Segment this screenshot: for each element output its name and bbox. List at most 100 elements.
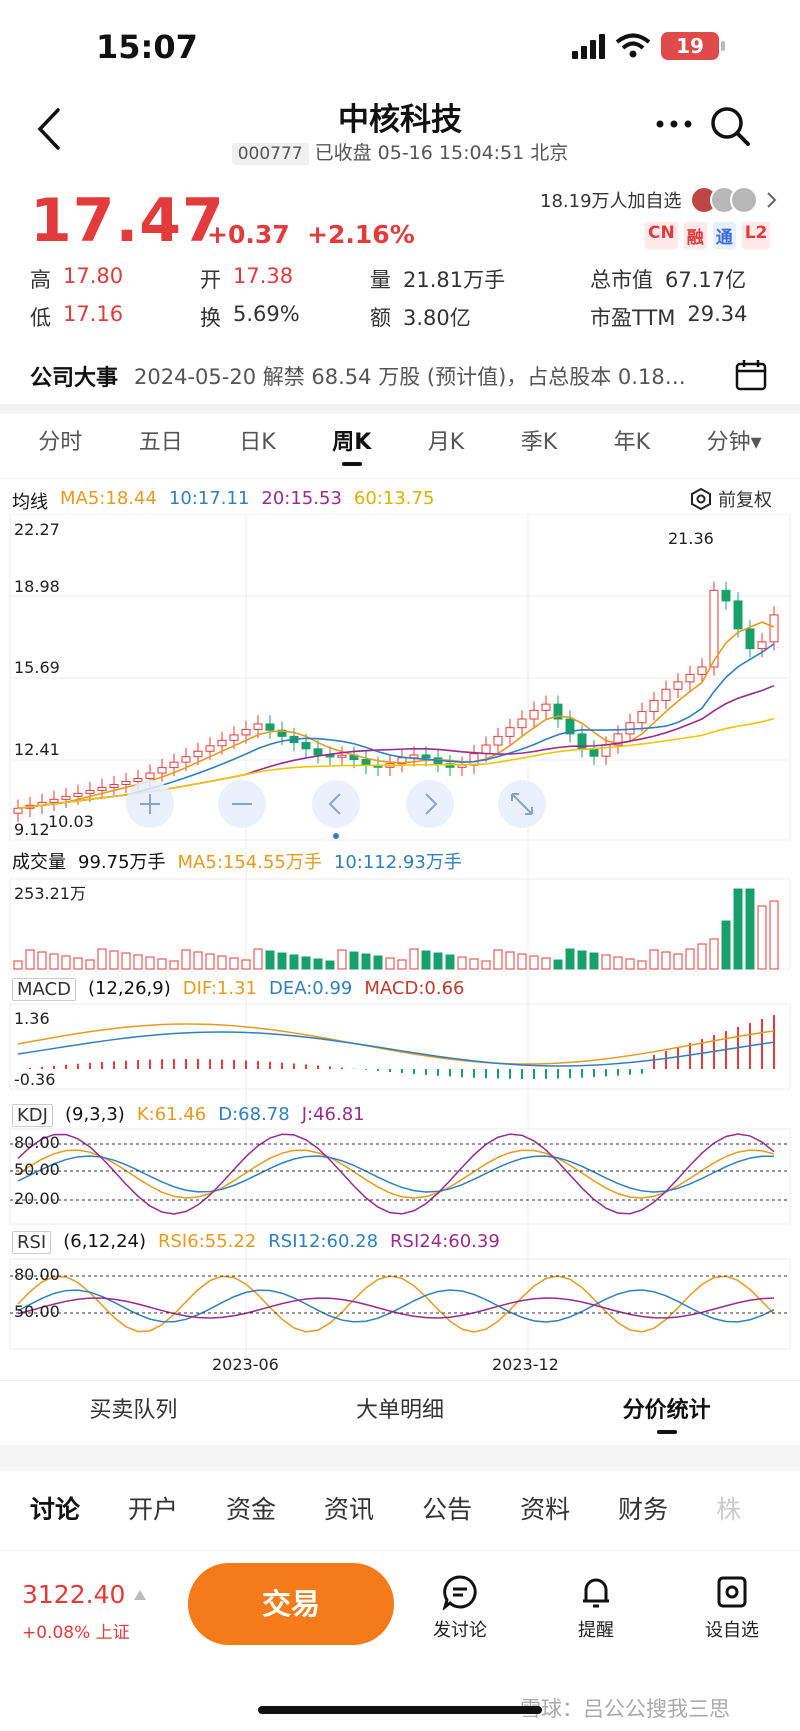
tab-order-queue[interactable]: 买卖队列: [89, 1398, 178, 1423]
macd-top: 1.36: [14, 1009, 50, 1028]
candle-body: [709, 589, 719, 668]
volume-bar: [337, 949, 347, 970]
status-time: 15:07: [96, 28, 198, 66]
settings-hex-icon: [691, 488, 711, 510]
j-line: [17, 1133, 775, 1215]
svg-text:20.00: 20.00: [14, 1189, 60, 1208]
calendar-icon[interactable]: [734, 358, 768, 392]
rsi12-line: [17, 1289, 775, 1323]
up-arrow-icon: [134, 1589, 147, 1600]
tab-financials[interactable]: 财务: [618, 1495, 669, 1524]
tab-price-stats[interactable]: 分价统计: [623, 1392, 711, 1434]
candlesticks: [13, 581, 779, 822]
moving-averages: [17, 621, 775, 810]
tab-open-account[interactable]: 开户: [128, 1495, 179, 1524]
volume-bar: [613, 956, 623, 970]
adjust-toggle[interactable]: 前复权: [690, 486, 772, 512]
volume-bar: [301, 956, 311, 970]
volume-bar: [733, 888, 743, 970]
tab-monthly-k[interactable]: 月K: [427, 430, 465, 455]
home-indicator[interactable]: [258, 1706, 542, 1714]
volume-bar: [37, 951, 47, 970]
tab-funds[interactable]: 资金: [226, 1495, 277, 1524]
tab-news[interactable]: 资讯: [324, 1495, 375, 1524]
x-label: 2023-06: [212, 1355, 279, 1374]
macd-bottom: -0.36: [14, 1070, 55, 1089]
watchers-count: 18.19万人加自选: [540, 191, 682, 212]
tab-large-orders[interactable]: 大单明细: [355, 1398, 444, 1423]
candle-body: [661, 688, 671, 701]
tab-yearly-k[interactable]: 年K: [613, 430, 651, 455]
trade-button[interactable]: 交易: [188, 1563, 394, 1645]
ma-legend: 均线 MA5:18.44 10:17.11 20:15.53 60:13.75: [12, 488, 435, 513]
candle-body: [217, 739, 227, 747]
stat-pe: 市盈TTM 29.34: [590, 302, 748, 330]
watchlist-settings-button[interactable]: 设自选: [682, 1574, 782, 1642]
candle-body: [493, 735, 503, 746]
candle-body: [445, 763, 455, 768]
tab-profile[interactable]: 资料: [520, 1495, 571, 1524]
volume-bar: [157, 958, 167, 970]
rsi24-line: [17, 1297, 775, 1319]
y-tick: 22.27: [14, 520, 60, 539]
candle-body: [541, 703, 551, 711]
candle-body: [421, 754, 431, 759]
tab-weekly-k[interactable]: 周K: [332, 424, 371, 466]
candle-body: [673, 681, 683, 690]
candle-body: [13, 807, 23, 814]
detail-tabs: 买卖队列 大单明细 分价统计: [0, 1392, 800, 1434]
candle-body: [685, 673, 695, 683]
candle-body: [85, 789, 95, 794]
tab-five-day[interactable]: 五日: [138, 430, 183, 455]
search-icon[interactable]: [708, 104, 752, 148]
candle-body: [253, 723, 263, 730]
volume-bar: [25, 949, 35, 970]
candle-body: [109, 783, 119, 788]
candle-body: [241, 728, 251, 736]
watchers[interactable]: 18.19万人加自选: [540, 186, 778, 214]
volume-bar: [73, 957, 83, 970]
volume-bar: [445, 954, 455, 970]
market-tags: CN 融 通 L2: [645, 222, 771, 249]
company-events[interactable]: 公司大事 2024-05-20 解禁 68.54 万股 (预计值)，占总股本 0…: [30, 360, 770, 392]
volume-bar: [769, 900, 779, 970]
scroll-left-button[interactable]: [312, 780, 360, 828]
bell-icon: [583, 1578, 609, 1608]
scroll-right-button[interactable]: [406, 780, 454, 828]
kline-chart[interactable]: 22.27 18.98 15.69 12.41 9.12 21.36 10.03…: [0, 514, 800, 1374]
tab-daily-k[interactable]: 日K: [239, 430, 276, 455]
volume-bar: [217, 955, 227, 970]
tab-quarterly-k[interactable]: 季K: [520, 430, 558, 455]
tab-minute[interactable]: 分钟▾: [706, 430, 762, 455]
candle-body: [517, 718, 527, 729]
back-icon[interactable]: [30, 104, 70, 154]
chat-icon: [442, 1575, 477, 1610]
settings-icon: [717, 1576, 747, 1608]
tag-margin: 融: [683, 222, 707, 249]
volume-bar: [169, 960, 179, 970]
post-discussion-button[interactable]: 发讨论: [410, 1574, 510, 1642]
volume-bar: [541, 957, 551, 970]
tab-more[interactable]: 株: [716, 1495, 742, 1524]
candle-body: [553, 703, 563, 720]
ma-line: [17, 621, 775, 810]
tab-announcements[interactable]: 公告: [422, 1495, 473, 1524]
tag-connect: 通: [712, 222, 736, 249]
stat-amount: 额 3.80亿: [370, 306, 471, 330]
volume-bar: [277, 952, 287, 970]
high-label: 21.36: [668, 529, 714, 548]
rsi6-line: [17, 1275, 775, 1333]
svg-text:50.00: 50.00: [14, 1160, 60, 1179]
volume-bar: [241, 959, 251, 970]
more-icon[interactable]: [652, 114, 696, 134]
stock-subtitle: 000777 已收盘 05-16 15:04:51 北京: [0, 138, 800, 165]
volume-bar: [505, 951, 515, 970]
candle-body: [481, 744, 491, 755]
d-line: [17, 1155, 775, 1193]
alert-button[interactable]: 提醒: [546, 1574, 646, 1642]
tab-intraday[interactable]: 分时: [38, 430, 83, 455]
index-value[interactable]: 3122.40: [22, 1580, 147, 1609]
tab-discussion[interactable]: 讨论: [30, 1490, 80, 1526]
stat-market-cap: 总市值 67.17亿: [590, 268, 747, 292]
volume-bar: [685, 948, 695, 970]
